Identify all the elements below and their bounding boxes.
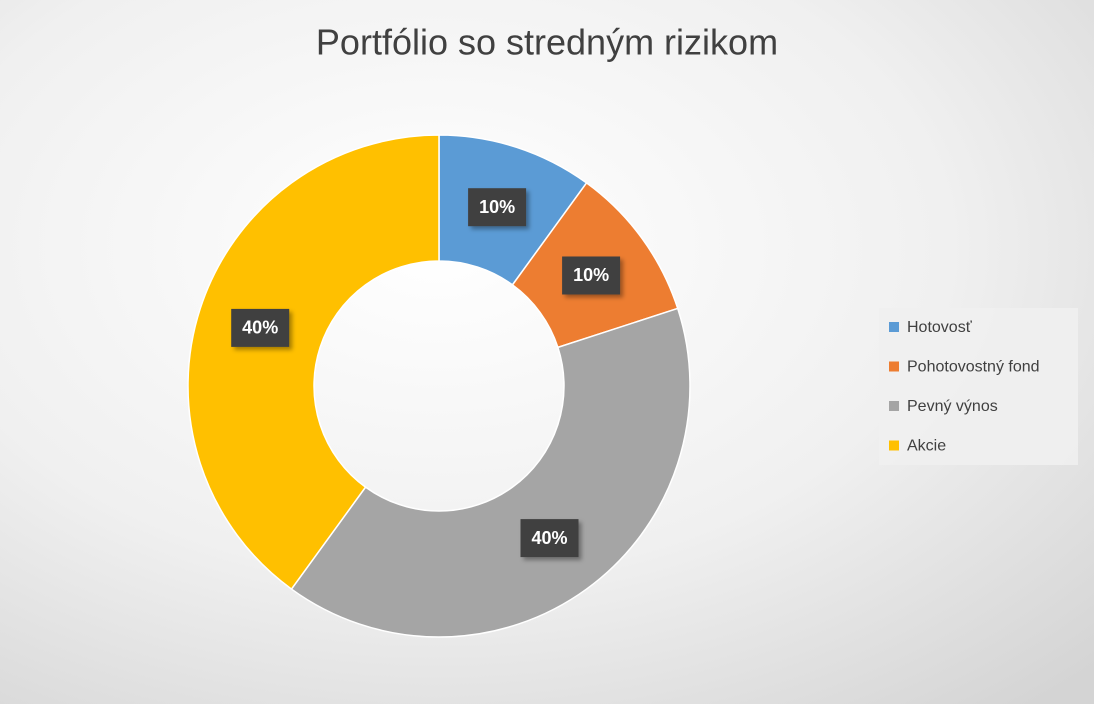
data-label: 40% [531,528,567,548]
data-label: 40% [242,318,278,338]
legend-swatch [889,401,899,411]
legend-swatch [889,361,899,372]
legend-box [879,308,1078,465]
legend-label: Pevný výnos [907,398,998,415]
data-label-box [562,256,621,295]
donut-slice [290,307,691,638]
data-label-box [520,519,579,558]
donut-slice [187,134,440,591]
data-label-box [231,308,290,347]
legend-label: Pohotovostný fond [907,359,1040,376]
data-label: 10% [479,197,515,217]
data-label: 10% [573,265,609,285]
legend-swatch [889,322,899,332]
legend-swatch [889,440,899,451]
legend-label: Hotovosť [907,319,973,336]
chart-title: Portfólio so stredným rizikom [316,22,778,63]
data-label-box [468,188,527,227]
legend-label: Akcie [907,438,946,455]
